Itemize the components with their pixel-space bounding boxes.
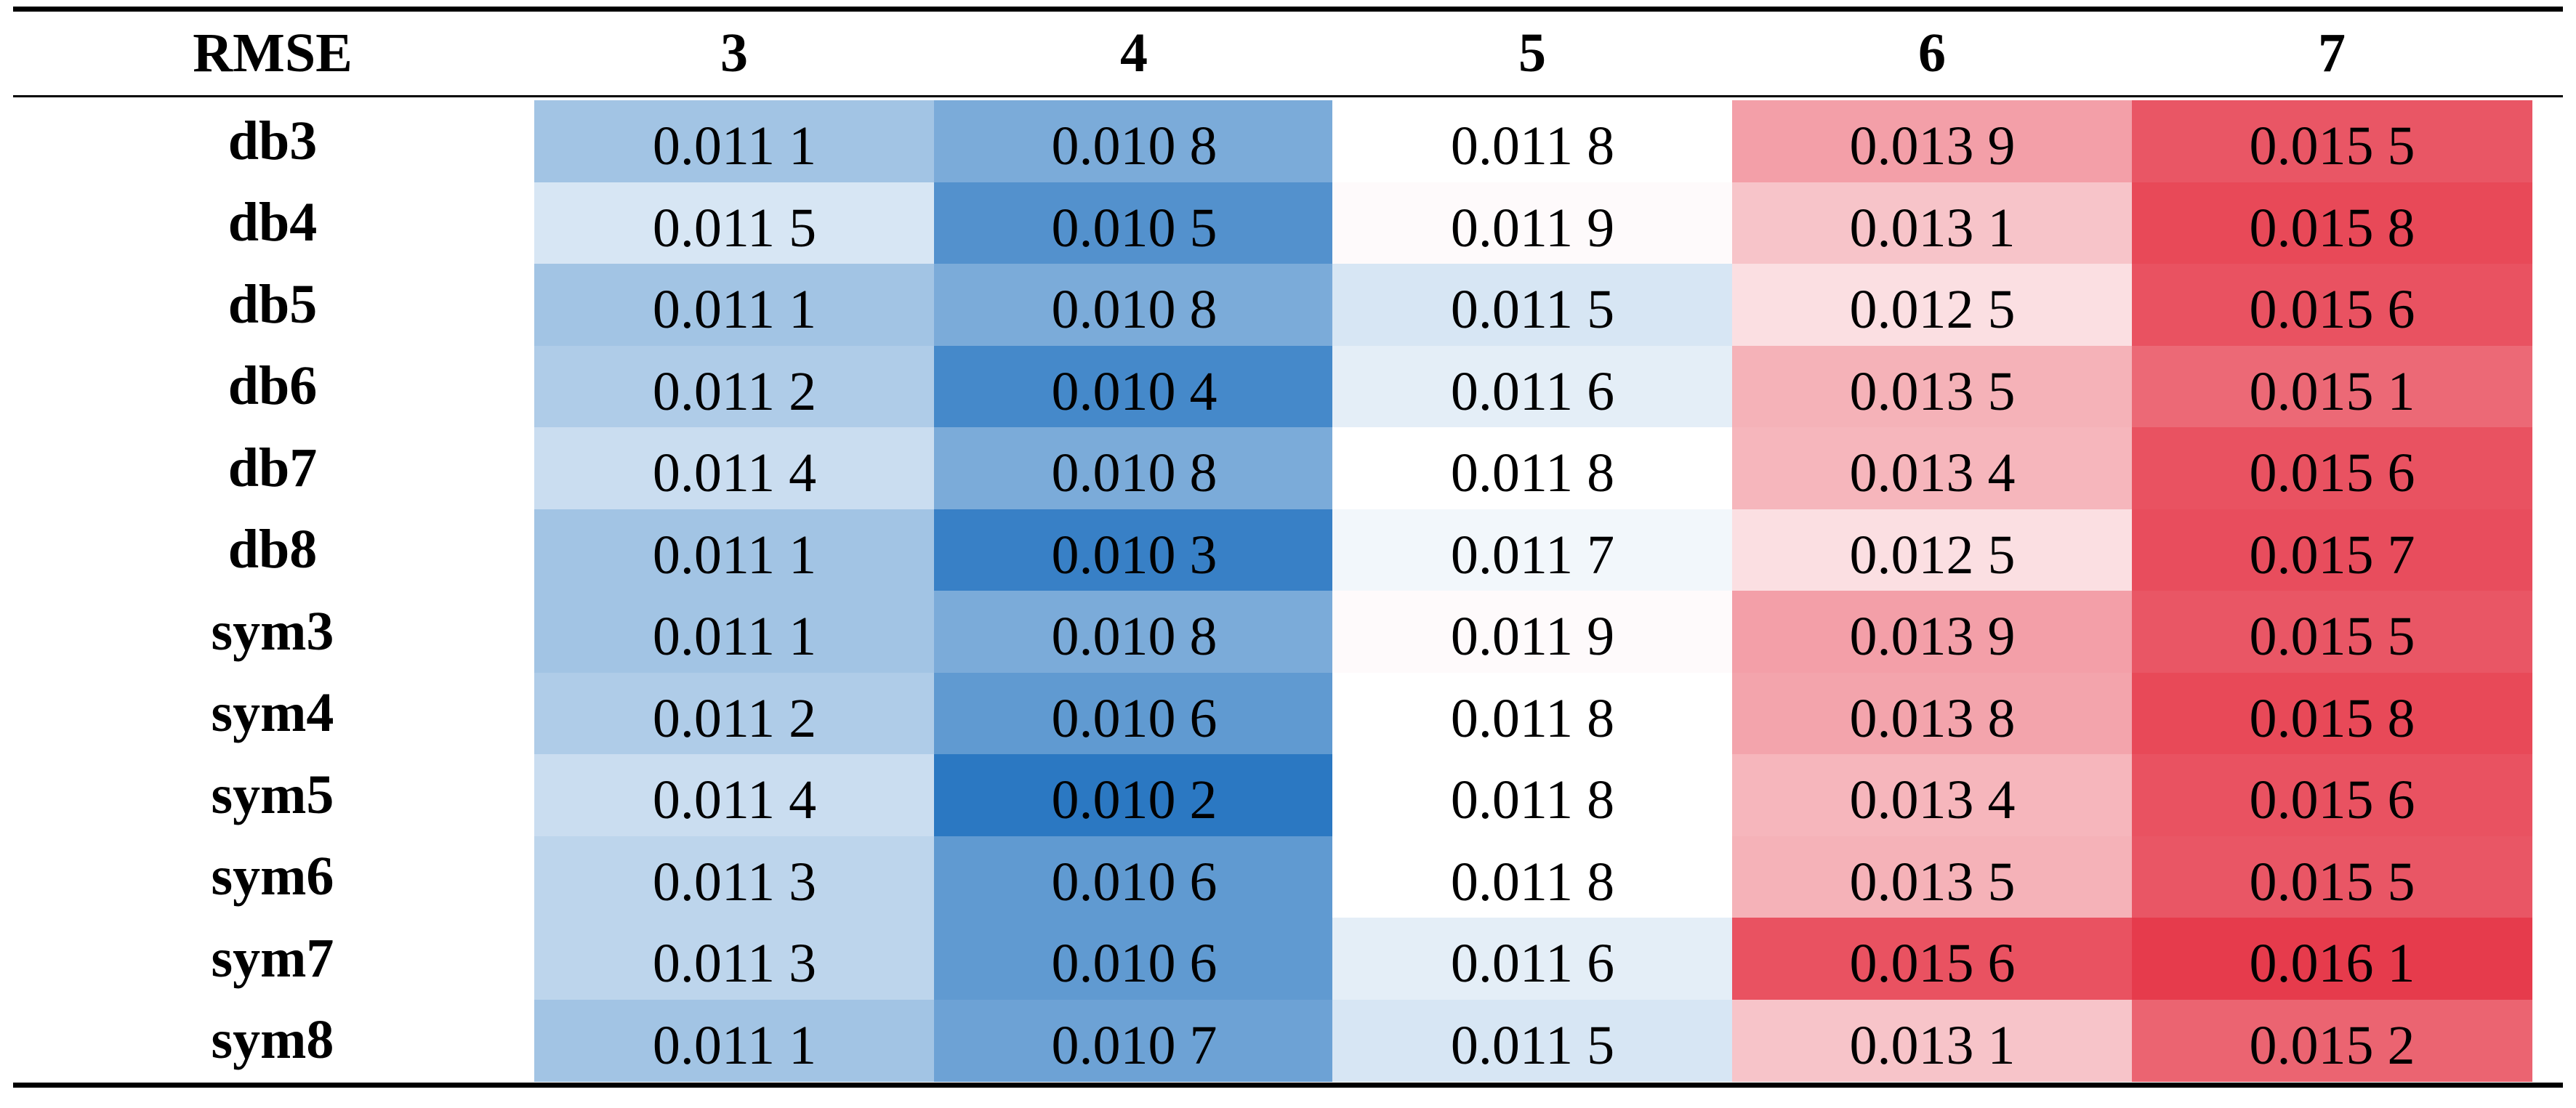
- heatmap-cell: 0.013 5: [1732, 345, 2133, 428]
- heatmap-cell: 0.011 1: [534, 591, 935, 674]
- heatmap-cell: 0.010 2: [934, 754, 1335, 837]
- row-label: sym3: [211, 600, 334, 662]
- heatmap-cell: 0.010 6: [934, 672, 1335, 755]
- row-label: sym4: [211, 682, 334, 744]
- heatmap-cell: 0.010 6: [934, 836, 1335, 918]
- row-label: db7: [228, 437, 318, 498]
- row-label: sym7: [211, 927, 334, 989]
- row-label: sym5: [211, 764, 334, 825]
- heatmap-cell: 0.011 5: [1332, 264, 1733, 347]
- heatmap-cell: 0.016 1: [2132, 918, 2532, 1000]
- heatmap-cell: 0.010 7: [934, 999, 1335, 1082]
- heatmap-cell: 0.015 6: [2132, 427, 2532, 510]
- heatmap-cell: 0.011 2: [534, 672, 935, 755]
- column-header: 5: [1518, 23, 1546, 84]
- heatmap-cell: 0.015 1: [2132, 345, 2532, 428]
- row-label: db5: [228, 273, 318, 335]
- heatmap-cell: 0.013 9: [1732, 591, 2133, 674]
- column-header: 4: [1120, 23, 1148, 84]
- row-label: sym6: [211, 846, 334, 907]
- heatmap-cell: 0.011 1: [534, 264, 935, 347]
- heatmap-cell: 0.011 5: [1332, 999, 1733, 1082]
- heatmap-cell: 0.015 7: [2132, 509, 2532, 591]
- heatmap-cell: 0.010 6: [934, 918, 1335, 1000]
- heatmap-cell: 0.011 9: [1332, 182, 1733, 264]
- row-label: db4: [228, 192, 318, 254]
- heatmap-cell: 0.011 5: [534, 182, 935, 264]
- heatmap-cell: 0.015 5: [2132, 100, 2532, 183]
- table-bottom-rule: [13, 1083, 2563, 1088]
- heatmap-cell: 0.011 8: [1332, 427, 1733, 510]
- heatmap-cell: 0.015 6: [1732, 918, 2133, 1000]
- heatmap-cell: 0.013 9: [1732, 100, 2133, 183]
- row-label: sym8: [211, 1009, 334, 1071]
- heatmap-cell: 0.012 5: [1732, 264, 2133, 347]
- heatmap-cell: 0.011 6: [1332, 345, 1733, 428]
- column-header: 3: [720, 23, 748, 84]
- heatmap-cell: 0.015 8: [2132, 182, 2532, 264]
- heatmap-cell: 0.011 1: [534, 100, 935, 183]
- heatmap-cell: 0.010 4: [934, 345, 1335, 428]
- heatmap-cell: 0.011 9: [1332, 591, 1733, 674]
- heatmap-cell: 0.013 4: [1732, 754, 2133, 837]
- heatmap-cell: 0.011 8: [1332, 836, 1733, 918]
- heatmap-cell: 0.011 6: [1332, 918, 1733, 1000]
- heatmap-cell: 0.015 2: [2132, 999, 2532, 1082]
- heatmap-cell: 0.011 3: [534, 918, 935, 1000]
- heatmap-cell: 0.010 8: [934, 264, 1335, 347]
- row-label: db8: [228, 519, 318, 581]
- heatmap-cell: 0.015 6: [2132, 754, 2532, 837]
- heatmap-cell: 0.010 8: [934, 427, 1335, 510]
- heatmap-cell: 0.011 8: [1332, 672, 1733, 755]
- table-header-rule: [13, 95, 2563, 97]
- heatmap-cell: 0.011 1: [534, 999, 935, 1082]
- heatmap-cell: 0.015 5: [2132, 591, 2532, 674]
- heatmap-cell: 0.011 8: [1332, 100, 1733, 183]
- heatmap-cell: 0.012 5: [1732, 509, 2133, 591]
- heatmap-cell: 0.013 1: [1732, 999, 2133, 1082]
- heatmap-cell: 0.011 2: [534, 345, 935, 428]
- heatmap-cell: 0.013 8: [1732, 672, 2133, 755]
- row-label: db3: [228, 110, 318, 171]
- heatmap-cell: 0.015 8: [2132, 672, 2532, 755]
- heatmap-cell: 0.010 5: [934, 182, 1335, 264]
- heatmap-cell: 0.013 5: [1732, 836, 2133, 918]
- heatmap-cell: 0.011 4: [534, 427, 935, 510]
- heatmap-cell: 0.011 4: [534, 754, 935, 837]
- heatmap-cell: 0.010 3: [934, 509, 1335, 591]
- heatmap-cell: 0.013 4: [1732, 427, 2133, 510]
- heatmap-cell: 0.013 1: [1732, 182, 2133, 264]
- heatmap-cell: 0.011 3: [534, 836, 935, 918]
- heatmap-cell: 0.010 8: [934, 591, 1335, 674]
- column-header: 7: [2318, 23, 2346, 84]
- table-top-rule: [13, 7, 2563, 12]
- row-label: db6: [228, 355, 318, 417]
- heatmap-cell: 0.011 1: [534, 509, 935, 591]
- heatmap-cell: 0.011 7: [1332, 509, 1733, 591]
- heatmap-cell: 0.010 8: [934, 100, 1335, 183]
- heatmap-cell: 0.015 5: [2132, 836, 2532, 918]
- heatmap-cell: 0.015 6: [2132, 264, 2532, 347]
- column-header: 6: [1918, 23, 1946, 84]
- heatmap-cell: 0.011 8: [1332, 754, 1733, 837]
- corner-label: RMSE: [193, 23, 353, 84]
